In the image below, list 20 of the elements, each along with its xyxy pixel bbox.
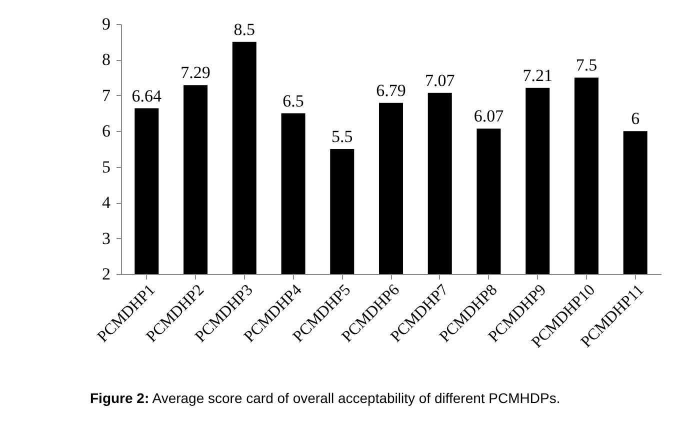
y-tick-label: 6 — [102, 122, 110, 141]
data-label: 6.79 — [376, 80, 406, 100]
data-label: 8.5 — [234, 20, 256, 39]
data-label: 7.07 — [424, 70, 456, 90]
y-tick-label: 2 — [102, 264, 110, 284]
data-label: 7.29 — [180, 63, 210, 82]
y-tick-label: 4 — [102, 193, 111, 212]
y-tick-label: 7 — [102, 86, 111, 105]
caption: Figure 2: Average score card of overall acceptability of different PCMHDPs. — [90, 390, 560, 406]
data-label: 6.64 — [132, 86, 162, 106]
data-label: 7.21 — [522, 66, 552, 85]
data-label: 7.5 — [576, 56, 598, 75]
data-label: 6.5 — [282, 91, 304, 110]
y-tick-label: 5 — [102, 157, 110, 176]
y-tick-label: 3 — [102, 228, 110, 248]
data-label: 6.07 — [474, 106, 504, 126]
y-tick-label: 9 — [102, 14, 110, 34]
y-tick-label: 8 — [102, 50, 110, 70]
data-label: 6 — [631, 109, 640, 128]
data-label: 5.5 — [332, 127, 353, 146]
